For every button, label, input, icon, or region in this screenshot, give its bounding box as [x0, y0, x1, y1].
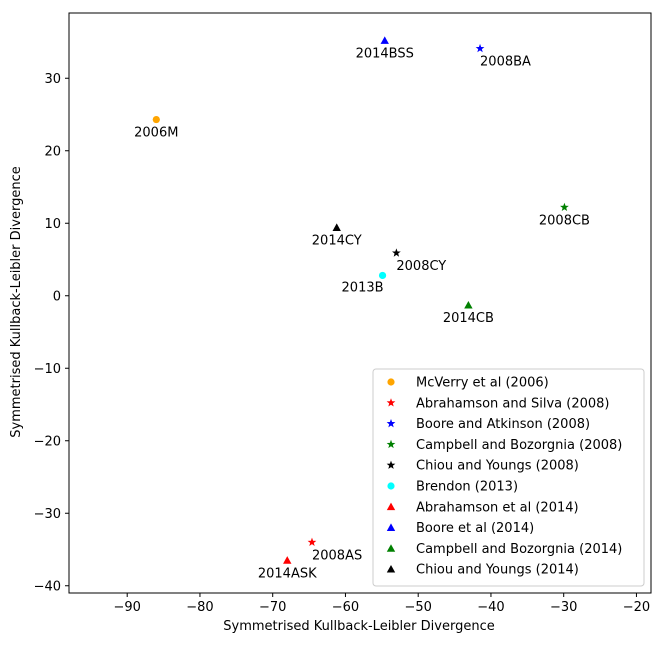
point-2014bss — [380, 36, 389, 44]
y-tick-label: 30 — [44, 72, 61, 87]
point-2008ba — [475, 43, 485, 53]
point-2014ask — [283, 556, 292, 564]
point-2014cb — [464, 300, 473, 309]
annotation-2008cy: 2008CY — [396, 259, 446, 274]
legend-label-campbell-and-bozorgnia-2008: Campbell and Bozorgnia (2008) — [416, 438, 622, 453]
x-tick-label: −20 — [623, 600, 650, 615]
legend-label-chiou-and-youngs-2014: Chiou and Youngs (2014) — [416, 563, 579, 578]
point-2013b — [378, 271, 387, 280]
point-2008as — [307, 537, 317, 546]
annotation-2014cb: 2014CB — [443, 311, 494, 326]
legend-marker-mcverry-et-al-2006 — [387, 378, 395, 386]
legend-label-abrahamson-et-al-2014: Abrahamson et al (2014) — [416, 500, 579, 515]
annotation-2013b: 2013B — [342, 280, 384, 295]
legend-label-boore-and-atkinson-2008: Boore and Atkinson (2008) — [416, 417, 590, 432]
legend-label-chiou-and-youngs-2008: Chiou and Youngs (2008) — [416, 459, 579, 474]
legend-label-abrahamson-and-silva-2008: Abrahamson and Silva (2008) — [416, 396, 610, 411]
legend: McVerry et al (2006) Abrahamson and Silva… — [372, 368, 645, 587]
annotation-2014ask: 2014ASK — [258, 566, 317, 581]
point-2008cb — [560, 202, 569, 212]
annotation-2008ba: 2008BA — [480, 55, 531, 70]
x-tick-label: −80 — [186, 600, 213, 615]
annotation-2014bss: 2014BSS — [356, 47, 414, 62]
legend-marker-chiou-and-youngs-2014 — [386, 565, 396, 573]
legend-marker-chiou-and-youngs-2008 — [386, 460, 396, 469]
legend-marker-brendon-2013 — [387, 482, 395, 490]
legend-marker-boore-et-al-2014 — [386, 523, 396, 531]
y-tick-label: −20 — [34, 434, 61, 449]
legend-box — [372, 368, 645, 587]
legend-marker-abrahamson-and-silva-2008 — [386, 398, 396, 407]
x-tick-label: −40 — [477, 600, 504, 615]
y-tick-label: 0 — [53, 289, 61, 304]
annotation-2008cb: 2008CB — [539, 213, 590, 228]
y-tick-label: −40 — [34, 579, 61, 594]
x-tick-label: −70 — [259, 600, 286, 615]
legend-marker-campbell-and-bozorgnia-2008 — [386, 439, 396, 449]
annotation-2006m: 2006M — [134, 126, 178, 141]
legend-marker-boore-and-atkinson-2008 — [386, 419, 396, 428]
point-2008cy — [392, 248, 401, 257]
legend-label-brendon-2013: Brendon (2013) — [416, 480, 518, 495]
x-tick-label: −90 — [113, 600, 140, 615]
legend-marker-campbell-and-bozorgnia-2014 — [386, 544, 396, 552]
point-2006m — [152, 115, 160, 124]
plot-layer: 2006M 2008AS 2008BA 2008CB 2008CY 2013B 2014AS… — [134, 36, 590, 581]
legend-label-boore-et-al-2014: Boore et al (2014) — [416, 521, 534, 536]
y-axis-label: Symmetrised Kullback-Leibler Divergence — [9, 166, 24, 437]
y-tick-label: −10 — [34, 362, 61, 377]
annotation-2008as: 2008AS — [312, 548, 362, 563]
point-2014cy — [332, 223, 341, 231]
x-axis-label: Symmetrised Kullback-Leibler Divergence — [223, 619, 494, 634]
legend-marker-abrahamson-et-al-2014 — [386, 502, 396, 511]
x-tick-label: −50 — [404, 600, 431, 615]
axes-layer: −90 −80 −70 −60 −50 −40 −30 −20 −40 −30 −20 −10 0 10 2… — [34, 12, 652, 615]
y-tick-label: −30 — [34, 507, 61, 522]
x-tick-label: −30 — [550, 600, 577, 615]
plot-frame — [68, 12, 652, 594]
annotation-2014cy: 2014CY — [312, 234, 362, 249]
legend-label-mcverry-et-al-2006: McVerry et al (2006) — [416, 376, 549, 391]
y-tick-label: 10 — [44, 217, 61, 232]
legend-label-campbell-and-bozorgnia-2014: Campbell and Bozorgnia (2014) — [416, 542, 622, 557]
y-tick-label: 20 — [44, 144, 61, 159]
x-tick-label: −60 — [332, 600, 359, 615]
